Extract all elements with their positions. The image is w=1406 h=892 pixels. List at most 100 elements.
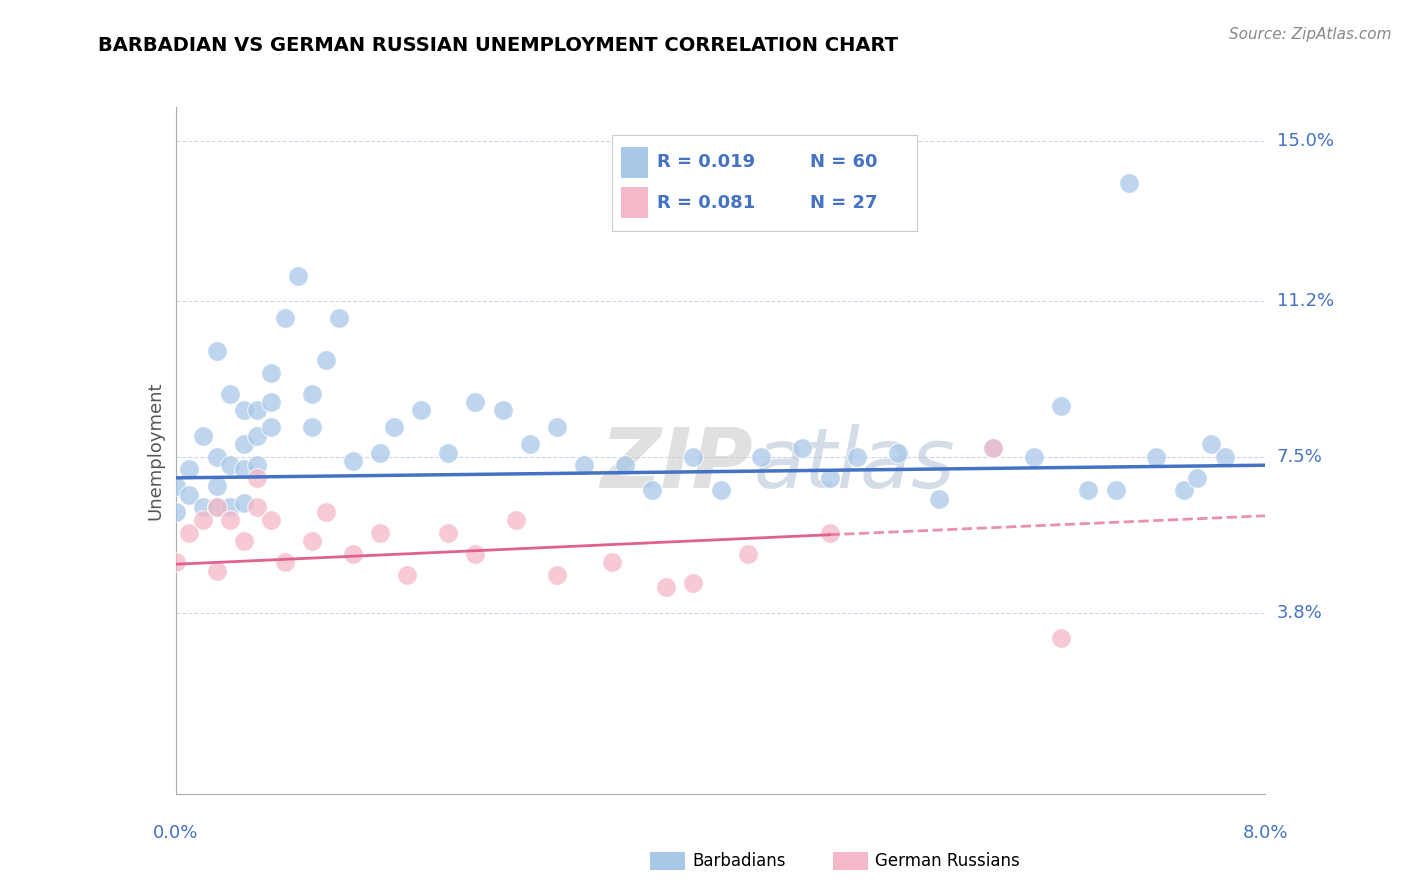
Text: ZIP: ZIP <box>600 424 754 505</box>
Point <box>792 442 814 456</box>
Point <box>205 344 228 359</box>
Point <box>315 504 337 518</box>
Point <box>600 555 623 569</box>
Point <box>464 395 486 409</box>
Point <box>396 567 419 582</box>
Point <box>205 450 228 464</box>
Point <box>845 450 868 464</box>
Point <box>737 547 759 561</box>
Point <box>1213 450 1236 464</box>
Point <box>1050 399 1073 413</box>
Point <box>981 442 1004 456</box>
Point <box>179 462 201 476</box>
Point <box>981 442 1004 456</box>
Point <box>205 500 228 515</box>
Point <box>165 504 187 518</box>
Point <box>179 525 201 540</box>
Point <box>205 479 228 493</box>
Point <box>232 437 254 451</box>
Point <box>205 564 228 578</box>
Point <box>246 458 269 473</box>
Text: N = 27: N = 27 <box>810 194 877 211</box>
Point <box>232 496 254 510</box>
Point <box>246 500 269 515</box>
Point <box>1050 631 1073 645</box>
Point <box>246 403 269 417</box>
Point <box>260 395 283 409</box>
Text: BARBADIAN VS GERMAN RUSSIAN UNEMPLOYMENT CORRELATION CHART: BARBADIAN VS GERMAN RUSSIAN UNEMPLOYMENT… <box>98 36 898 54</box>
Text: 15.0%: 15.0% <box>1277 132 1333 150</box>
Point <box>301 534 323 549</box>
Point <box>191 513 214 527</box>
Point <box>437 525 460 540</box>
Point <box>437 445 460 459</box>
Point <box>246 428 269 442</box>
Point <box>219 386 242 401</box>
Point <box>342 454 364 468</box>
Point <box>1104 483 1126 498</box>
Point <box>219 500 242 515</box>
Point <box>886 445 908 459</box>
Point <box>191 428 214 442</box>
Point <box>205 500 228 515</box>
Text: R = 0.081: R = 0.081 <box>658 194 755 211</box>
Point <box>818 525 841 540</box>
FancyBboxPatch shape <box>621 147 648 178</box>
Point <box>368 445 391 459</box>
Point <box>519 437 541 451</box>
Point <box>287 268 309 283</box>
Point <box>546 420 568 434</box>
Text: German Russians: German Russians <box>875 852 1019 870</box>
Point <box>260 420 283 434</box>
Point <box>682 450 704 464</box>
Point <box>260 513 283 527</box>
Point <box>574 458 596 473</box>
Point <box>246 471 269 485</box>
Text: Barbadians: Barbadians <box>692 852 786 870</box>
Point <box>165 479 187 493</box>
Point <box>546 567 568 582</box>
Text: 3.8%: 3.8% <box>1277 604 1322 622</box>
Text: Source: ZipAtlas.com: Source: ZipAtlas.com <box>1229 27 1392 42</box>
Y-axis label: Unemployment: Unemployment <box>146 381 165 520</box>
Point <box>1187 471 1209 485</box>
Point <box>1173 483 1195 498</box>
Text: 8.0%: 8.0% <box>1243 824 1288 842</box>
Point <box>505 513 527 527</box>
Point <box>274 310 297 325</box>
Point <box>315 352 337 367</box>
Point <box>179 488 201 502</box>
Point <box>1077 483 1099 498</box>
Point <box>818 471 841 485</box>
Text: N = 60: N = 60 <box>810 153 877 171</box>
FancyBboxPatch shape <box>621 187 648 219</box>
Point <box>1199 437 1222 451</box>
Point <box>328 310 350 325</box>
Point <box>1144 450 1167 464</box>
Point <box>382 420 405 434</box>
Point <box>368 525 391 540</box>
Point <box>1022 450 1045 464</box>
Point <box>219 513 242 527</box>
Point <box>655 581 678 595</box>
Point <box>614 458 637 473</box>
Point <box>1118 176 1140 190</box>
Point <box>274 555 297 569</box>
Point <box>751 450 773 464</box>
Text: 7.5%: 7.5% <box>1277 448 1323 466</box>
Point <box>641 483 664 498</box>
Text: 0.0%: 0.0% <box>153 824 198 842</box>
Point <box>191 500 214 515</box>
Text: R = 0.019: R = 0.019 <box>658 153 755 171</box>
Point <box>301 420 323 434</box>
Point <box>342 547 364 561</box>
Text: 11.2%: 11.2% <box>1277 292 1334 310</box>
Point <box>710 483 733 498</box>
Point <box>464 547 486 561</box>
Text: atlas: atlas <box>754 424 955 505</box>
Point <box>928 491 950 506</box>
Point <box>232 403 254 417</box>
Point <box>232 462 254 476</box>
Point <box>232 534 254 549</box>
Point <box>682 576 704 591</box>
